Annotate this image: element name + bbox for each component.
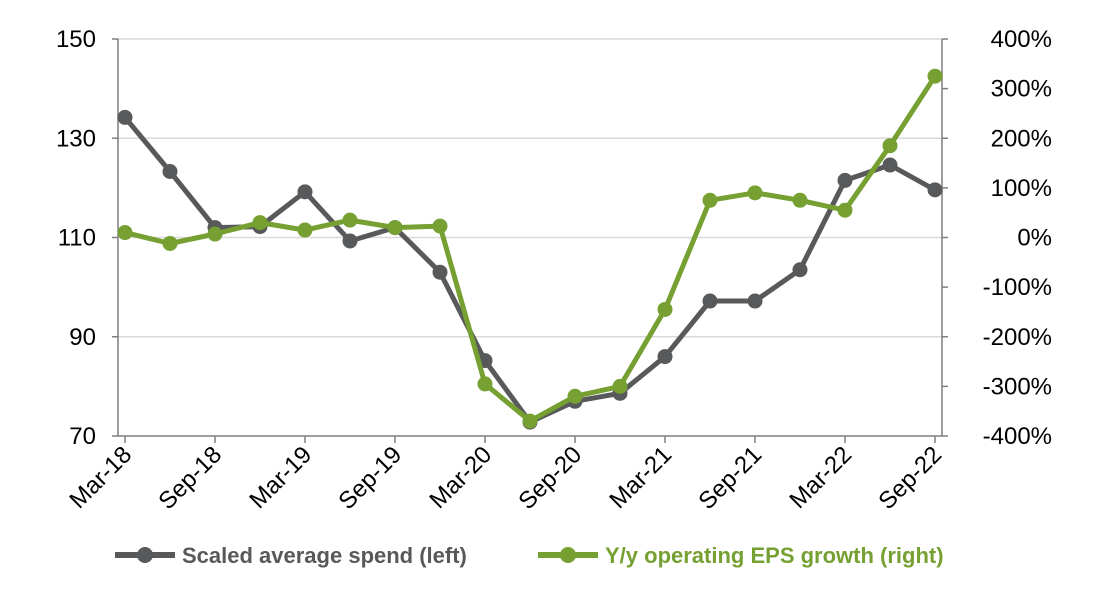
- data-point: [162, 235, 178, 251]
- data-point: [882, 138, 898, 154]
- data-point: [657, 301, 673, 317]
- series-1: [117, 68, 943, 429]
- data-point: [747, 185, 763, 201]
- x-tick-label: Mar-19: [244, 441, 317, 514]
- legend-swatch-marker-spend: [137, 547, 153, 563]
- data-point: [207, 226, 223, 242]
- x-tick-label: Mar-20: [424, 441, 497, 514]
- right-y-tick-label: 300%: [991, 76, 1052, 103]
- data-point: [477, 376, 493, 392]
- data-point: [117, 225, 133, 241]
- axes: [112, 38, 948, 443]
- series-line: [124, 74, 938, 424]
- data-point: [927, 182, 943, 198]
- series-group: [117, 68, 943, 430]
- gridlines: [118, 38, 942, 338]
- right-y-tick-label: 100%: [991, 175, 1052, 202]
- data-point: [792, 262, 808, 278]
- data-point: [297, 222, 313, 238]
- x-tick-label: Sep-19: [333, 441, 407, 515]
- series-0: [117, 109, 943, 430]
- data-point: [432, 264, 448, 280]
- right-y-tick-label: 400%: [991, 26, 1052, 53]
- data-point: [297, 184, 313, 200]
- x-tick-label: Sep-21: [693, 441, 767, 515]
- data-point: [882, 157, 898, 173]
- data-point: [927, 68, 943, 84]
- data-point: [657, 349, 673, 365]
- data-point: [342, 212, 358, 228]
- data-point: [792, 192, 808, 208]
- data-point: [342, 233, 358, 249]
- data-point: [252, 215, 268, 231]
- x-tick-label: Sep-20: [513, 441, 587, 515]
- right-y-tick-label: -300%: [983, 373, 1052, 400]
- right-y-tick-label: 200%: [991, 125, 1052, 152]
- legend-swatch-marker-eps: [560, 547, 576, 563]
- left-y-tick-label: 150: [56, 26, 96, 53]
- legend-label-eps: Y/y operating EPS growth (right): [605, 543, 944, 568]
- x-axis-ticks: Mar-18 Sep-18 Mar-19 Sep-19 Mar-20 Sep-20 Mar-…: [64, 441, 947, 515]
- data-point: [522, 413, 538, 429]
- x-tick-label: Mar-22: [784, 441, 857, 514]
- data-point: [162, 163, 178, 179]
- right-y-axis-ticks: -400% -300% -200% -100% 0% 100% 200% 300% 400%: [983, 26, 1052, 450]
- left-y-tick-label: 130: [56, 125, 96, 152]
- right-y-tick-label: -400%: [983, 423, 1052, 450]
- left-y-tick-label: 90: [69, 324, 96, 351]
- data-point: [747, 293, 763, 309]
- right-y-tick-label: -200%: [983, 324, 1052, 351]
- data-point: [432, 218, 448, 234]
- data-point: [702, 192, 718, 208]
- x-tick-label: Sep-18: [153, 441, 227, 515]
- legend: Scaled average spend (left) Y/y operatin…: [115, 543, 944, 568]
- data-point: [117, 109, 133, 125]
- series-line: [123, 115, 937, 425]
- data-point: [702, 293, 718, 309]
- x-tick-label: Mar-18: [64, 441, 137, 514]
- x-tick-label: Mar-21: [604, 441, 677, 514]
- right-y-tick-label: -100%: [983, 274, 1052, 301]
- right-y-tick-label: 0%: [1017, 225, 1052, 252]
- data-point: [837, 202, 853, 218]
- data-point: [612, 378, 628, 394]
- x-tick-label: Sep-22: [873, 441, 947, 515]
- data-point: [387, 220, 403, 236]
- data-point: [567, 388, 583, 404]
- left-y-tick-label: 110: [58, 225, 96, 252]
- left-y-axis-ticks: 70 90 110 130 150: [56, 26, 96, 450]
- data-point: [837, 172, 853, 188]
- left-y-tick-label: 70: [69, 423, 96, 450]
- legend-label-spend: Scaled average spend (left): [182, 543, 467, 568]
